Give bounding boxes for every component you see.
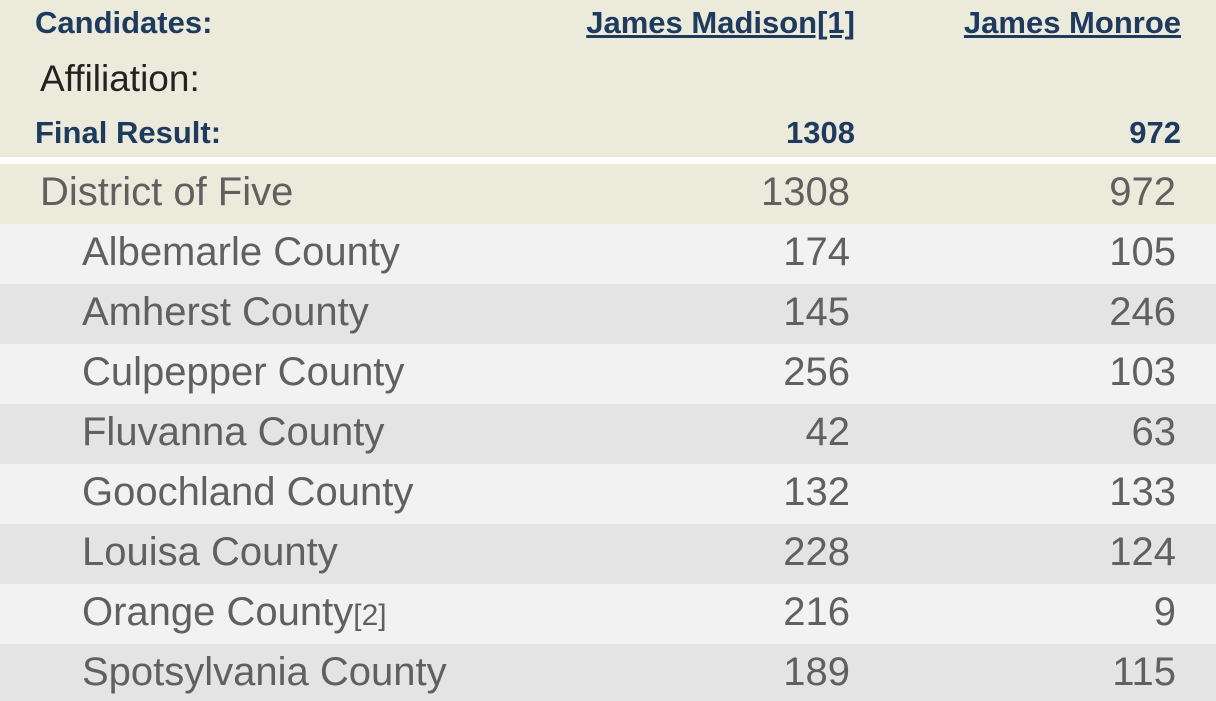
candidates-label: Candidates: <box>35 5 213 40</box>
county-madison-votes: 42 <box>805 410 851 454</box>
results-header: Candidates: James Madison[1] James Monro… <box>0 0 1216 157</box>
county-monroe-votes: 63 <box>1131 410 1177 454</box>
county-monroe-votes: 246 <box>1109 290 1176 334</box>
county-madison-votes: 228 <box>783 530 850 574</box>
candidate-link-monroe[interactable]: James Monroe <box>963 5 1181 40</box>
county-madison-votes: 256 <box>783 350 850 394</box>
county-monroe-votes: 105 <box>1109 230 1176 274</box>
county-name: Amherst County <box>82 290 369 334</box>
county-madison-votes: 216 <box>783 590 850 634</box>
header-divider <box>0 157 1216 164</box>
final-result-madison: 1308 <box>786 115 855 150</box>
results-table: District of Five 1308 972 Albemarle Coun… <box>0 164 1216 701</box>
county-madison-votes: 132 <box>783 470 850 514</box>
district-row: District of Five 1308 972 <box>0 164 1216 224</box>
county-row: Albemarle County 174 105 <box>0 224 1216 284</box>
county-name: Albemarle County <box>82 230 400 274</box>
county-name: Goochland County <box>82 470 414 514</box>
county-monroe-votes: 9 <box>1153 590 1176 634</box>
county-row: Culpepper County 256 103 <box>0 344 1216 404</box>
county-row: Fluvanna County 42 63 <box>0 404 1216 464</box>
county-row: Goochland County 132 133 <box>0 464 1216 524</box>
county-madison-votes: 189 <box>783 650 850 694</box>
district-madison-votes: 1308 <box>761 170 850 214</box>
county-monroe-votes: 115 <box>1112 650 1176 694</box>
county-row: Spotsylvania County 189 115 <box>0 644 1216 701</box>
county-monroe-votes: 124 <box>1109 530 1176 574</box>
county-footnote[interactable]: [2] <box>353 599 387 632</box>
county-name: Spotsylvania County <box>82 650 447 694</box>
county-row: Amherst County 145 246 <box>0 284 1216 344</box>
candidate-link-madison[interactable]: James Madison[1] <box>586 5 855 40</box>
county-row: Louisa County 228 124 <box>0 524 1216 584</box>
county-monroe-votes: 133 <box>1109 470 1176 514</box>
county-madison-votes: 145 <box>783 290 850 334</box>
county-name: Culpepper County <box>82 350 405 394</box>
district-monroe-votes: 972 <box>1109 170 1176 214</box>
district-name: District of Five <box>40 170 294 214</box>
county-name: Louisa County <box>82 530 338 574</box>
county-madison-votes: 174 <box>783 230 850 274</box>
final-result-label: Final Result: <box>35 115 222 150</box>
county-row: Orange County[2] 216 9 <box>0 584 1216 644</box>
county-name: Fluvanna County <box>82 410 385 454</box>
final-result-monroe: 972 <box>1129 115 1181 150</box>
affiliation-label: Affiliation: <box>40 58 200 99</box>
county-name: Orange County[2] <box>82 590 387 634</box>
county-monroe-votes: 103 <box>1109 350 1176 394</box>
